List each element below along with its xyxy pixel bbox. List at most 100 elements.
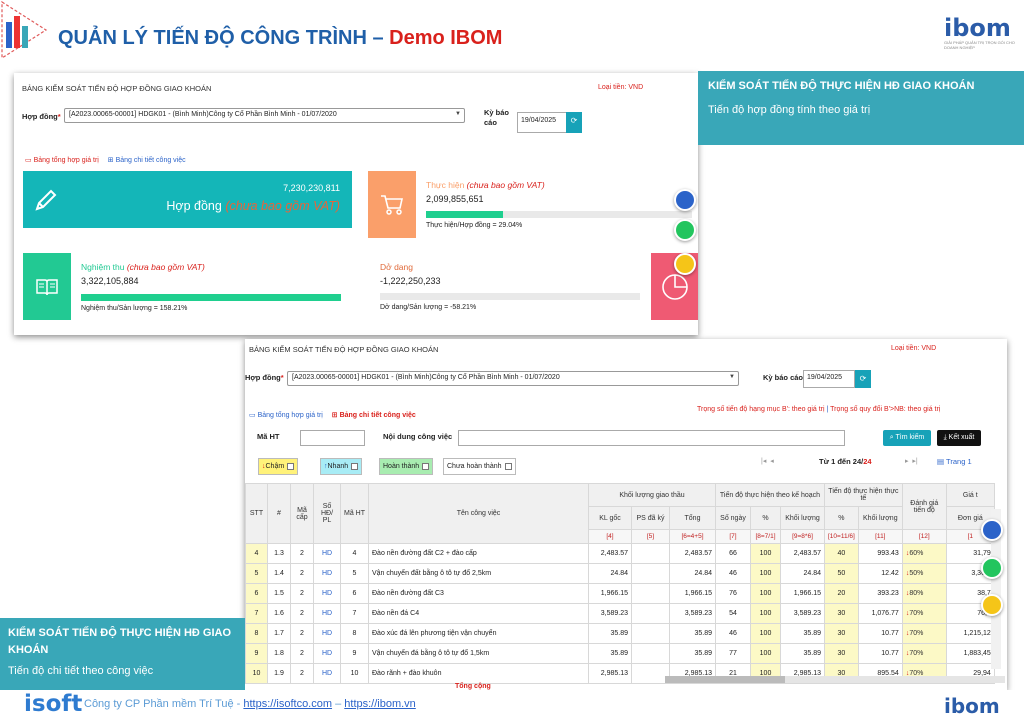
- filter-slow[interactable]: ↓Chậm: [258, 458, 299, 475]
- cell-so_hd[interactable]: HD: [313, 623, 341, 644]
- column-code: [11]: [857, 529, 903, 544]
- total-label: Tổng cộng: [455, 683, 491, 690]
- col-group-tt: Tiến độ thực hiện thực tế: [824, 482, 903, 508]
- refresh-button[interactable]: ⟳: [566, 112, 582, 133]
- cell-don_gia: 1,215,12: [945, 623, 995, 644]
- cell-tong: 1,966.15: [669, 583, 716, 604]
- cell-hash: 1.8: [267, 643, 291, 664]
- table-row[interactable]: 8 1.7 2 HD 8 Đào xúc đá lên phương tiện vận c…: [245, 623, 995, 644]
- cell-ma_ht: 8: [340, 623, 369, 644]
- document-fab-icon[interactable]: [674, 189, 696, 211]
- ma-ht-input[interactable]: [300, 430, 365, 446]
- detail-refresh-button[interactable]: ⟳: [855, 370, 871, 388]
- detail-contract-select[interactable]: [A2023.00065-00001] HDGK01 - (Bình Minh)…: [287, 371, 739, 386]
- cell-ma_cap: 2: [290, 663, 314, 684]
- cell-pct: 100: [750, 543, 781, 564]
- cell-so_hd[interactable]: HD: [313, 543, 341, 564]
- chat-fab-icon[interactable]: [674, 219, 696, 241]
- chat-fab-icon[interactable]: [981, 557, 1003, 579]
- detail-title: BẢNG KIỂM SOÁT TIẾN ĐỘ HỢP ĐỒNG GIAO KHO…: [249, 345, 439, 354]
- cell-kl: 1,966.15: [780, 583, 825, 604]
- cell-hash: 1.5: [267, 583, 291, 604]
- download-icon: ⤓: [943, 434, 949, 441]
- checkbox[interactable]: [351, 462, 359, 470]
- col-danh-gia: Đánh giá tiến độ: [901, 482, 947, 531]
- table-row[interactable]: 5 1.4 2 HD 5 Vận chuyển đất bằng ô tô tự đổ 2…: [245, 563, 995, 584]
- period-label: Kỳ báo cáo: [484, 108, 510, 127]
- detail-currency: Loại tiền: VND: [891, 345, 937, 352]
- summary-screen: BẢNG KIỂM SOÁT TIẾN ĐỘ HỢP ĐỒNG GIAO KHO…: [14, 73, 698, 335]
- col-hash: #: [267, 483, 291, 544]
- cell-ma_ht: 7: [340, 603, 369, 624]
- tab-summary-2[interactable]: ▭ Bảng tổng hợp giá trị: [249, 412, 323, 419]
- cell-so_hd[interactable]: HD: [313, 583, 341, 604]
- table-row[interactable]: 4 1.3 2 HD 4 Đào nền đường đất C2 + đào cấp 2,…: [245, 543, 995, 564]
- column-code: [6=4+5]: [669, 529, 716, 544]
- table-row[interactable]: 9 1.8 2 HD 9 Vận chuyển đá bằng ô tô tự đổ 1,…: [245, 643, 995, 664]
- cell-so_ngay: 77: [715, 643, 751, 664]
- page-select[interactable]: ▤ Trang 1: [937, 457, 972, 466]
- period-date-input[interactable]: 19/04/2025: [517, 112, 567, 133]
- noi-dung-input[interactable]: [458, 430, 845, 446]
- scrollbar-thumb[interactable]: [665, 676, 785, 683]
- paging-prev-icon[interactable]: |◂ ◂: [761, 458, 774, 465]
- isoft-logo: isoft: [24, 691, 83, 717]
- search-button[interactable]: ⌕ Tìm kiếm: [883, 430, 931, 446]
- pencil-icon: [33, 187, 59, 215]
- horizontal-scrollbar[interactable]: [665, 676, 1005, 683]
- table-row[interactable]: 6 1.5 2 HD 6 Đào nền đường đất C3 1,966.15 1,96…: [245, 583, 995, 604]
- support-fab-icon[interactable]: [674, 253, 696, 275]
- cell-pct2: 30: [824, 623, 859, 644]
- document-fab-icon[interactable]: [981, 519, 1003, 541]
- wip-label: Dở dang: [380, 262, 413, 272]
- wip-card: Dở dang -1,222,250,233 Dở dang/Sản lượng…: [368, 253, 698, 320]
- filter-not-done[interactable]: Chưa hoàn thành: [443, 458, 516, 475]
- export-button[interactable]: ⤓ Kết xuất: [937, 430, 981, 446]
- cell-kl_goc: 3,589.23: [588, 603, 632, 624]
- chevron-down-icon: ▼: [455, 111, 461, 117]
- support-fab-icon[interactable]: [981, 594, 1003, 616]
- info-panel-heading: KIỂM SOÁT TIẾN ĐỘ THỰC HIỆN HĐ GIAO KHOÁ…: [708, 80, 975, 92]
- col-tong: Tổng: [669, 506, 716, 531]
- cell-so_ngay: 46: [715, 623, 751, 644]
- cell-ten: Vận chuyển đá bằng ô tô tự đổ 1,5km: [368, 643, 589, 664]
- cell-ps: [631, 623, 670, 644]
- checkbox[interactable]: [287, 462, 295, 470]
- col-pct2: %: [824, 506, 859, 531]
- detail-period-input[interactable]: 19/04/2025: [803, 370, 855, 388]
- contract-card: 7,230,230,811 Hợp đồng (chưa bao gồm VAT…: [23, 171, 352, 228]
- tab-detail[interactable]: ⊞ Bảng chi tiết công việc: [107, 157, 186, 164]
- vertical-scrollbar[interactable]: [991, 509, 1001, 669]
- checkbox[interactable]: [504, 462, 512, 470]
- view-tabs: ▭ Bảng tổng hợp giá trị ⊞ Bảng chi tiết …: [25, 155, 186, 164]
- cell-so_hd[interactable]: HD: [313, 563, 341, 584]
- accepted-label: Nghiệm thu (chưa bao gồm VAT): [81, 262, 205, 272]
- cell-so_hd[interactable]: HD: [313, 643, 341, 664]
- cell-kl: 35.89: [780, 623, 825, 644]
- filter-fast[interactable]: ↑Nhanh: [320, 458, 363, 475]
- checkbox[interactable]: [422, 462, 430, 470]
- cell-tong: 35.89: [669, 643, 716, 664]
- table-row[interactable]: 7 1.6 2 HD 7 Đào nền đá C4 3,589.23 3,589.23 54 1…: [245, 603, 995, 624]
- isoft-link[interactable]: https://isoftco.com: [243, 698, 333, 710]
- tab-detail-2[interactable]: ⊞ Bảng chi tiết công việc: [331, 412, 416, 419]
- page-title: QUẢN LÝ TIẾN ĐỘ CÔNG TRÌNH – Demo IBOM: [58, 27, 503, 49]
- column-code: [7]: [715, 529, 751, 544]
- info-panel-subtext: Tiến độ hợp đồng tính theo giá trị: [708, 104, 871, 116]
- ibom-link[interactable]: https://ibom.vn: [344, 698, 416, 710]
- accepted-card: Nghiệm thu (chưa bao gồm VAT) 3,322,105,…: [23, 253, 353, 320]
- info-panel-heading-2: KIỂM SOÁT TIẾN ĐỘ THỰC HIỆN HĐ GIAO KHOÁ…: [8, 627, 232, 656]
- cell-kl2: 12.42: [857, 563, 903, 584]
- contract-select[interactable]: [A2023.00065-00001] HDGK01 - (Bình Minh)…: [64, 108, 465, 123]
- cell-ps: [631, 603, 670, 624]
- cell-pct2: 30: [824, 603, 859, 624]
- tab-summary[interactable]: ▭ Bảng tổng hợp giá trị: [25, 157, 99, 164]
- executed-ratio: Thực hiện/Hợp đồng = 29.04%: [426, 222, 523, 229]
- filter-done[interactable]: Hoàn thành: [379, 458, 434, 475]
- paging-next-icon[interactable]: ▸ ▸|: [905, 458, 918, 465]
- column-code: [8=7/1]: [750, 529, 781, 544]
- arrow-down-icon: ↓: [905, 670, 910, 677]
- cell-so_hd[interactable]: HD: [313, 603, 341, 624]
- cell-so_hd[interactable]: HD: [313, 663, 341, 684]
- pages-icon: ▤: [937, 457, 947, 466]
